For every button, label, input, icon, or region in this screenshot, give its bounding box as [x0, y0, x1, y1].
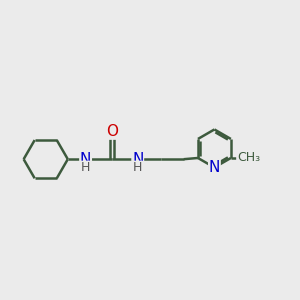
Text: N: N [80, 152, 91, 167]
Text: N: N [209, 160, 220, 175]
Text: CH₃: CH₃ [237, 152, 260, 164]
Text: H: H [133, 161, 142, 174]
Text: H: H [81, 161, 90, 174]
Text: O: O [106, 124, 118, 139]
Text: N: N [132, 152, 143, 167]
